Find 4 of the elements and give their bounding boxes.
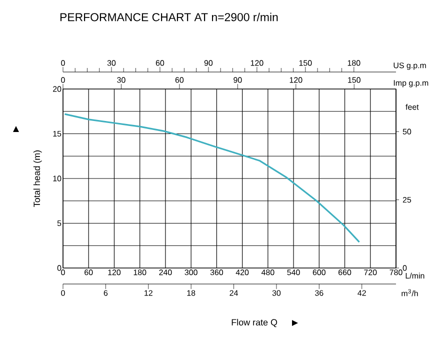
- x-axis-title: Flow rate Q: [232, 318, 278, 328]
- chart-title: PERFORMANCE CHART AT n=2900 r/min: [60, 12, 278, 22]
- line-series: [64, 113, 360, 243]
- y-axis-title: Total head (m): [33, 150, 42, 207]
